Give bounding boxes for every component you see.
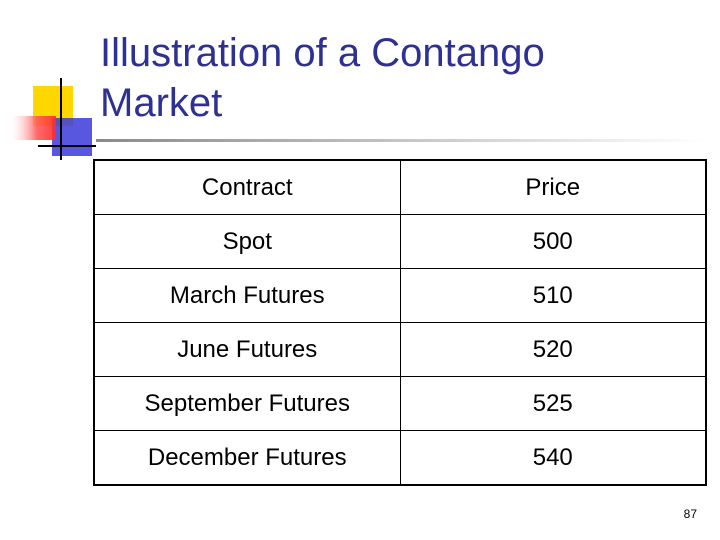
table-row: June Futures 520: [93, 322, 707, 377]
slide-title: Illustration of a Contango Market: [100, 28, 700, 128]
deco-red-bar: [8, 116, 56, 140]
table-row: March Futures 510: [93, 268, 707, 323]
table-row: Spot 500: [93, 214, 707, 269]
title-underline-rule: [96, 139, 706, 142]
table-header-row: Contract Price: [93, 159, 707, 215]
contract-cell: June Futures: [93, 322, 401, 377]
table-row: December Futures 540: [93, 430, 707, 486]
contract-cell: Spot: [93, 214, 401, 269]
price-cell: 520: [399, 322, 707, 377]
slide-title-line-2: Market: [100, 81, 223, 125]
price-cell: 540: [399, 430, 707, 486]
header-contract: Contract: [93, 159, 401, 215]
contract-cell: March Futures: [93, 268, 401, 323]
table-row: September Futures 525: [93, 376, 707, 431]
price-cell: 525: [399, 376, 707, 431]
contract-cell: December Futures: [93, 430, 401, 486]
decorative-corner-graphic: [8, 78, 706, 160]
price-cell: 500: [399, 214, 707, 269]
contract-cell: September Futures: [93, 376, 401, 431]
price-cell: 510: [399, 268, 707, 323]
deco-blue-square: [52, 118, 92, 156]
slide-title-line-1: Illustration of a Contango: [100, 31, 545, 75]
contango-price-table: Contract Price Spot 500 March Futures 51…: [93, 159, 707, 486]
page-number: 87: [683, 507, 697, 521]
header-price: Price: [399, 159, 707, 215]
